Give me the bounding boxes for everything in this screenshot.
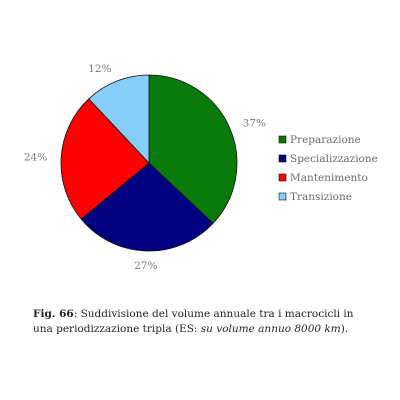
pie-slice-preparazione [148,74,238,224]
pie-slice-specializzazione [80,162,214,252]
figure-caption: Fig. 66: Suddivisione del volume annuale… [33,307,373,337]
pie-value-label-preparazione: 37% [243,118,266,130]
pie-value-label-mantenimento: 24% [24,152,47,164]
caption-end: ). [340,323,349,335]
figure-label: Fig. 66 [33,308,74,320]
pie-slice-transizione [88,74,150,165]
caption-text: : Suddivisione del volume annuale tra i … [33,308,354,335]
legend-swatch-mantenimento [278,173,287,182]
pie-value-label-transizione: 12% [88,63,111,75]
legend-swatch-specializzazione [278,154,287,163]
legend-swatch-transizione [278,192,287,201]
caption-italic: su volume annuo 8000 km [200,323,341,335]
legend-label-transizione: Transizione [290,191,352,203]
pie-value-label-specializzazione: 27% [134,260,157,272]
legend-label-specializzazione: Specializzazione [290,153,378,165]
pie-chart: 37% 27% 24% 12% Preparazione Specializzazion… [24,63,378,272]
legend-label-preparazione: Preparazione [290,134,361,146]
pie-slice-mantenimento [60,98,150,220]
legend-swatch-preparazione [278,135,287,144]
legend-label-mantenimento: Mantenimento [290,172,368,184]
pie-chart-svg: 37% 27% 24% 12% Preparazione Specializzazion… [24,63,378,272]
